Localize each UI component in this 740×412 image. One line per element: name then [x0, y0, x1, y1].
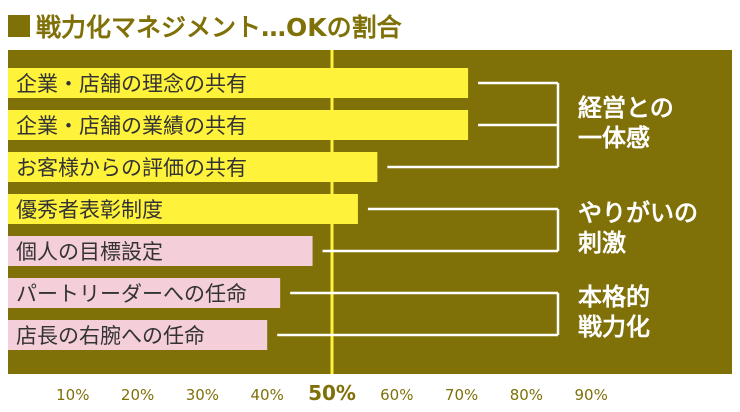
- tick-label-40: 40%: [251, 386, 284, 404]
- group-label-3-2: 戦力化: [578, 313, 650, 341]
- bar-5: [8, 236, 313, 266]
- bar-label-3: お客様からの評価の共有: [16, 156, 247, 180]
- chart-title: 戦力化マネジメント…OKの割合: [8, 6, 402, 46]
- tick-label-60: 60%: [380, 386, 413, 404]
- group-label-3-1: 本格的: [578, 283, 650, 311]
- bar-label-7: 店長の右腕への任命: [16, 324, 205, 348]
- bar-3: [8, 152, 378, 182]
- title-square-icon: [8, 15, 30, 37]
- bar-label-2: 企業・店舗の業績の共有: [16, 114, 247, 138]
- tick-label-70: 70%: [445, 386, 478, 404]
- chart-title-text: 戦力化マネジメント…OKの割合: [36, 13, 402, 42]
- bar-label-6: パートリーダーへの任命: [16, 282, 247, 306]
- bar-1: [8, 68, 469, 98]
- tick-label-90: 90%: [575, 386, 608, 404]
- group-label-2-1: やりがいの: [578, 199, 698, 227]
- tick-label-50: 50%: [308, 381, 356, 405]
- tick-label-10: 10%: [56, 386, 89, 404]
- bar-6: [8, 278, 281, 308]
- tick-label-20: 20%: [121, 386, 154, 404]
- bar-2: [8, 110, 469, 140]
- bar-label-1: 企業・店舗の理念の共有: [16, 72, 247, 96]
- tick-label-80: 80%: [510, 386, 543, 404]
- tick-label-30: 30%: [186, 386, 219, 404]
- bar-label-5: 個人の目標設定: [16, 240, 163, 264]
- bar-7: [8, 320, 268, 350]
- group-label-1-2: 一体感: [578, 124, 650, 152]
- bar-4: [8, 194, 358, 224]
- bar-label-4: 優秀者表彰制度: [16, 198, 163, 222]
- group-label-2-2: 刺激: [578, 229, 626, 257]
- group-label-1-1: 経営との: [578, 94, 674, 122]
